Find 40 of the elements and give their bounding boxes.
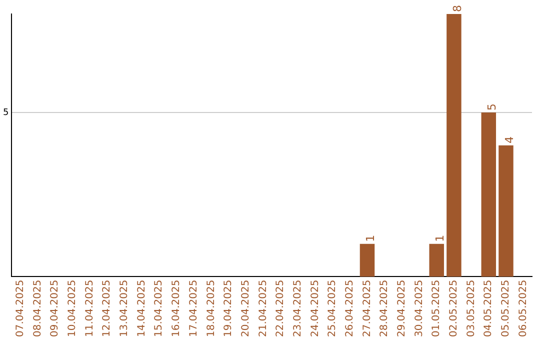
data-label: 5 [486,104,499,111]
bar [446,14,462,277]
x-tick-label: 11.04.2025 [84,280,96,338]
x-tick-label: 17.04.2025 [188,280,200,338]
x-tick-label: 07.04.2025 [14,280,26,338]
bar [429,244,444,277]
x-tick-label: 16.04.2025 [171,280,182,338]
data-label: 1 [433,234,446,242]
bar [498,145,514,277]
x-tick-label: 01.05.2025 [431,280,442,338]
x-tick-label: 23.04.2025 [292,280,304,338]
x-tick-label: 08.04.2025 [32,280,44,338]
x-tick-label: 29.04.2025 [396,280,408,338]
x-tick-label: 18.04.2025 [206,280,217,338]
data-label: 8 [450,5,464,12]
data-label: 4 [502,136,516,144]
x-tick-label: 09.04.2025 [50,280,61,338]
x-tick-label: 13.04.2025 [119,280,130,338]
bar [481,112,496,277]
x-tick-label: 24.04.2025 [310,280,321,338]
x-tick-label: 02.05.2025 [448,280,460,338]
x-tick-label: 25.04.2025 [327,280,338,338]
x-tick-label: 03.05.2025 [466,280,477,338]
x-tick-label: 28.04.2025 [379,280,390,338]
x-tick-label: 10.04.2025 [67,280,78,338]
x-tick-label: 15.04.2025 [154,280,165,338]
x-tick-label: 19.04.2025 [223,280,234,338]
x-tick-label: 06.05.2025 [518,280,529,338]
x-tick-label: 21.04.2025 [258,280,269,338]
x-tick-label: 27.04.2025 [362,280,373,338]
x-tick-label: 14.04.2025 [136,280,148,338]
data-label: 1 [364,234,378,242]
x-tick-label: 26.04.2025 [344,280,356,338]
x-tick-label: 05.05.2025 [500,280,512,338]
x-tick-label: 22.04.2025 [275,280,286,338]
x-tick-label: 04.05.2025 [483,280,494,338]
x-tick-label: 12.04.2025 [102,280,113,338]
x-tick-label: 20.04.2025 [240,280,252,338]
bar [360,244,375,277]
x-tick-label: 30.04.2025 [414,280,425,338]
